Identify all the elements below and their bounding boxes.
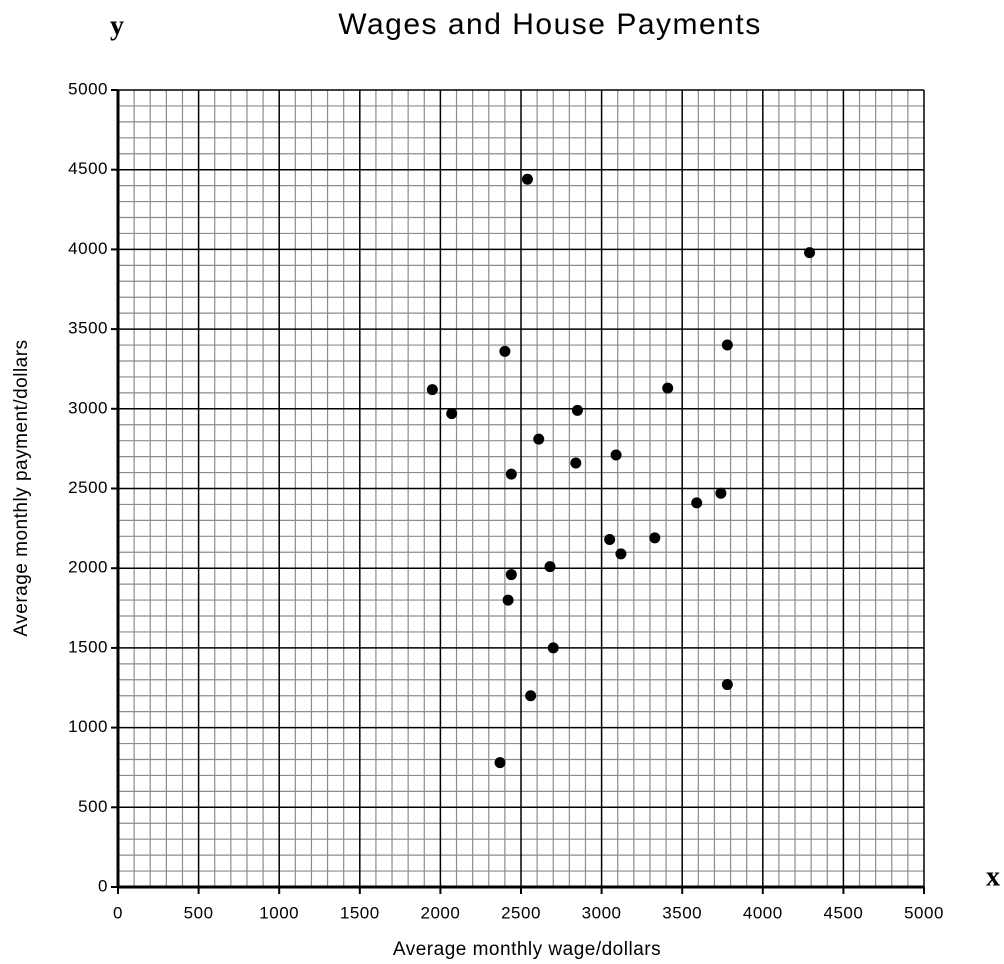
y-tick-label: 2500 (68, 478, 108, 497)
y-tick-label: 2000 (68, 558, 108, 577)
point (721, 339, 733, 351)
x-tick-label: 2000 (420, 903, 460, 922)
grid (111, 89, 925, 894)
x-tick-label: 4500 (823, 903, 863, 922)
point (533, 433, 545, 445)
point (505, 468, 517, 480)
x-tick-label: 2500 (501, 903, 541, 922)
x-tick-label: 1000 (259, 903, 299, 922)
x-tick-label: 0 (113, 903, 123, 922)
chart-title: Wages and House Payments (338, 8, 761, 41)
point (570, 457, 582, 469)
x-tick-label: 4000 (743, 903, 783, 922)
point (547, 642, 559, 654)
y-tick-label: 4000 (68, 239, 108, 258)
point (521, 173, 533, 185)
x-tick-label: 500 (184, 903, 214, 922)
point (804, 247, 816, 259)
point (426, 384, 438, 396)
point (544, 561, 556, 573)
y-axis-title: Average monthly payment/dollars (11, 339, 32, 636)
point (610, 449, 622, 461)
y-tick-label: 0 (98, 876, 108, 895)
x-tick-label: 5000 (904, 903, 944, 922)
y-tick-label: 4500 (68, 159, 108, 178)
point (615, 548, 627, 560)
point (691, 497, 703, 509)
y-tick-label: 1500 (68, 637, 108, 656)
point (571, 404, 583, 416)
point (525, 690, 537, 702)
point (649, 532, 661, 544)
x-variable: x (986, 861, 1000, 892)
point (505, 569, 517, 581)
x-tick-label: 3000 (582, 903, 622, 922)
point (446, 408, 458, 420)
x-tick-label: 3500 (662, 903, 702, 922)
point (721, 679, 733, 691)
y-tick-label: 1000 (68, 717, 108, 736)
x-axis-title: Average monthly wage/dollars (393, 939, 661, 960)
point (604, 534, 616, 546)
point (499, 345, 511, 357)
y-tick-label: 3000 (68, 398, 108, 417)
y-tick-label: 500 (78, 797, 108, 816)
point (715, 487, 727, 499)
y-tick-label: 5000 (68, 79, 108, 98)
point (662, 382, 674, 394)
points (426, 173, 816, 769)
x-tick-label: 1500 (340, 903, 380, 922)
tick-labels: 0 500 1000 1500 2000 2500 3000 3500 4000 4500 5000… (68, 79, 944, 922)
y-tick-label: 3500 (68, 319, 108, 338)
point (502, 594, 514, 606)
point (494, 757, 506, 769)
y-variable: y (110, 10, 124, 41)
